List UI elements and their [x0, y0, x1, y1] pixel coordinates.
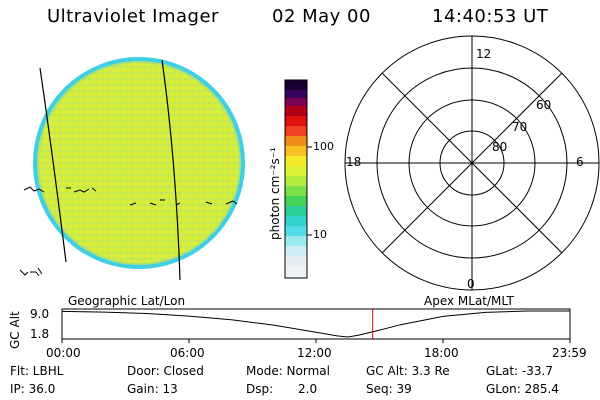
orbit-time-tick: 00:00: [46, 346, 81, 360]
orbit-time-tick: 18:00: [424, 346, 459, 360]
orbit-y-top: 9.0: [30, 307, 50, 321]
colorbar-tick-100: 100: [313, 140, 334, 153]
instrument-title: Ultraviolet Imager: [47, 6, 219, 27]
mode-status: Mode: Normal: [246, 364, 330, 378]
mlat-label-80: 80: [492, 140, 508, 154]
orbit-altitude-plot: [61, 308, 571, 343]
dsp-label: Dsp:: [246, 382, 274, 396]
colorbar-tick-10: 10: [313, 228, 327, 241]
altitude-curve: [61, 310, 570, 338]
mlat-label-70: 70: [512, 120, 528, 134]
door-status: Door: Closed: [127, 364, 204, 378]
mlt-label-0: 0: [467, 277, 475, 291]
observation-time: 14:40:53 UT: [432, 6, 549, 27]
dsp-value: 2.0: [298, 382, 318, 396]
meridian-line: [161, 59, 181, 281]
mlt-label-12: 12: [476, 47, 492, 61]
mlat-label-60: 60: [536, 98, 552, 112]
colorbar-unit-label: photon cm⁻²s⁻¹: [268, 147, 282, 240]
filter-status: Flt: LBHL: [10, 364, 64, 378]
polar-mlat-mlt-plot: [344, 35, 600, 291]
earth-disk: [33, 57, 245, 269]
gain-status: Gain: 13: [127, 382, 178, 396]
mlt-label-6: 6: [576, 155, 584, 169]
gc-alt-status: GC Alt: 3.3 Re: [366, 364, 450, 378]
glon-status: GLon: 285.4: [486, 382, 559, 396]
orbit-y-axis-label: GC Alt: [8, 311, 22, 349]
ip-status: IP: 36.0: [10, 382, 56, 396]
orbit-time-tick: 06:00: [170, 346, 205, 360]
observation-date: 02 May 00: [272, 6, 371, 27]
intensity-colorbar: [284, 79, 312, 279]
orbit-right-caption: Apex MLat/MLT: [424, 294, 514, 308]
coastline: [23, 186, 238, 206]
seq-status: Seq: 39: [366, 382, 412, 396]
glat-status: GLat: -33.7: [486, 364, 553, 378]
orbit-y-bottom: 1.8: [30, 327, 50, 341]
coastline: [19, 267, 43, 277]
orbit-time-tick: 12:00: [297, 346, 332, 360]
mlt-label-18: 18: [346, 155, 362, 169]
orbit-time-tick: 23:59: [552, 346, 587, 360]
meridian-line: [39, 67, 67, 263]
orbit-left-caption: Geographic Lat/Lon: [68, 294, 186, 308]
